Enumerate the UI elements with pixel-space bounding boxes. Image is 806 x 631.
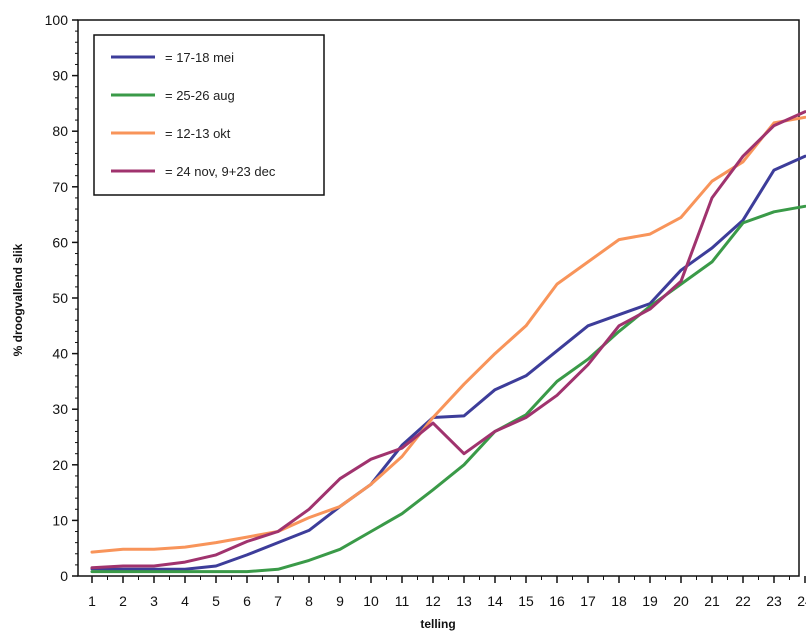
y-tick-label: 0 xyxy=(60,568,68,584)
x-tick-label: 4 xyxy=(181,593,189,609)
x-tick-label: 3 xyxy=(150,593,158,609)
x-tick-label: 21 xyxy=(704,593,720,609)
x-tick-label: 18 xyxy=(611,593,627,609)
x-tick-label: 20 xyxy=(673,593,689,609)
x-tick-label: 1 xyxy=(88,593,96,609)
x-tick-label: 13 xyxy=(456,593,472,609)
x-tick-label: 16 xyxy=(549,593,565,609)
series-line-4 xyxy=(90,110,806,570)
series-line-2 xyxy=(90,204,806,574)
series-layer xyxy=(90,110,806,574)
y-tick-label: 60 xyxy=(52,234,68,250)
y-tick-label: 80 xyxy=(52,123,68,139)
x-tick-label: 17 xyxy=(580,593,596,609)
y-axis-title: % droogvallend slik xyxy=(11,243,25,356)
x-tick-label: 10 xyxy=(363,593,379,609)
x-tick-label: 6 xyxy=(243,593,251,609)
legend: = 17-18 mei = 25-26 aug = 12-13 okt = 24 no… xyxy=(93,34,325,196)
y-tick-label: 30 xyxy=(52,401,68,417)
legend-label-3: = 12-13 okt xyxy=(165,126,231,141)
y-tick-label: 70 xyxy=(52,179,68,195)
legend-box xyxy=(93,34,325,196)
legend-label-2: = 25-26 aug xyxy=(165,88,235,103)
x-tick-label: 23 xyxy=(766,593,782,609)
series-line-1 xyxy=(90,154,806,571)
x-tick-label: 24 xyxy=(797,593,806,609)
y-tick-label: 100 xyxy=(45,12,69,28)
y-tick-label: 20 xyxy=(52,457,68,473)
y-tick-label: 40 xyxy=(52,346,68,362)
x-tick-label: 22 xyxy=(735,593,751,609)
series-line-3 xyxy=(90,115,806,554)
legend-label-1: = 17-18 mei xyxy=(165,50,234,65)
x-tick-label: 19 xyxy=(642,593,658,609)
legend-label-4: = 24 nov, 9+23 dec xyxy=(165,164,276,179)
x-tick-label: 5 xyxy=(212,593,220,609)
y-tick-label: 90 xyxy=(52,68,68,84)
x-tick-label: 9 xyxy=(336,593,344,609)
x-tick-label: 2 xyxy=(119,593,127,609)
x-axis-title: telling xyxy=(420,617,455,631)
x-tick-label: 8 xyxy=(305,593,313,609)
x-tick-label: 15 xyxy=(518,593,534,609)
x-tick-label: 14 xyxy=(487,593,503,609)
x-tick-label: 7 xyxy=(274,593,282,609)
x-tick-label: 11 xyxy=(395,593,410,609)
y-tick-label: 10 xyxy=(52,512,68,528)
x-tick-label: 12 xyxy=(425,593,441,609)
y-tick-label: 50 xyxy=(52,290,68,306)
